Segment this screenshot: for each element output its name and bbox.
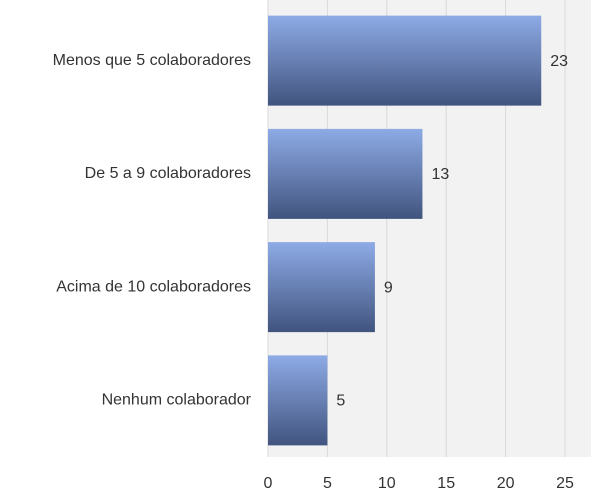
y-tick-label: De 5 a 9 colaboradores bbox=[85, 165, 251, 182]
y-tick-label: Menos que 5 colaboradores bbox=[53, 52, 251, 69]
data-label: 13 bbox=[431, 166, 449, 183]
bar bbox=[268, 355, 328, 446]
y-tick-label: Nenhum colaborador bbox=[102, 392, 252, 409]
x-tick-label: 20 bbox=[497, 475, 515, 492]
data-label: 9 bbox=[384, 279, 393, 296]
bar bbox=[268, 15, 542, 106]
data-label: 5 bbox=[336, 393, 345, 410]
x-tick-label: 15 bbox=[437, 475, 455, 492]
y-tick-label: Acima de 10 colaboradores bbox=[56, 278, 251, 295]
bar bbox=[268, 242, 375, 333]
data-label: 23 bbox=[550, 53, 568, 70]
x-tick-label: 0 bbox=[264, 475, 273, 492]
x-tick-label: 10 bbox=[378, 475, 396, 492]
x-tick-label: 25 bbox=[556, 475, 574, 492]
bar bbox=[268, 128, 423, 219]
x-tick-label: 5 bbox=[323, 475, 332, 492]
